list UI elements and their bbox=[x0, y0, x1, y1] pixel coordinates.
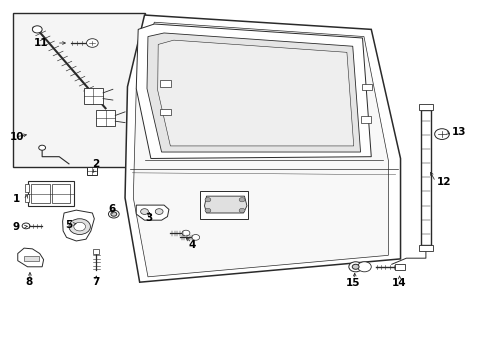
Text: 4: 4 bbox=[188, 240, 195, 250]
Circle shape bbox=[204, 198, 210, 202]
Bar bbox=[27, 181, 74, 206]
Text: 3: 3 bbox=[145, 213, 153, 222]
Text: 7: 7 bbox=[92, 277, 100, 287]
Circle shape bbox=[191, 234, 199, 240]
Bar bbox=[96, 111, 115, 126]
Circle shape bbox=[182, 230, 189, 236]
Polygon shape bbox=[147, 33, 360, 152]
Circle shape bbox=[434, 129, 448, 139]
Circle shape bbox=[111, 212, 117, 216]
Text: 8: 8 bbox=[25, 277, 33, 287]
Bar bbox=[24, 256, 39, 261]
Text: 6: 6 bbox=[108, 204, 115, 215]
Bar bbox=[394, 264, 405, 270]
Polygon shape bbox=[18, 248, 43, 267]
Circle shape bbox=[39, 145, 45, 150]
Bar bbox=[83, 88, 103, 104]
Polygon shape bbox=[136, 24, 370, 158]
Bar bbox=[25, 194, 29, 202]
Circle shape bbox=[204, 208, 210, 213]
Bar bbox=[31, 184, 50, 203]
Bar bbox=[418, 104, 432, 110]
Text: 10: 10 bbox=[9, 132, 24, 142]
Bar bbox=[160, 80, 170, 87]
Bar bbox=[87, 167, 97, 175]
Text: 14: 14 bbox=[391, 278, 406, 288]
Text: 1: 1 bbox=[13, 194, 20, 204]
Polygon shape bbox=[125, 15, 400, 282]
Circle shape bbox=[351, 264, 358, 269]
Text: 5: 5 bbox=[65, 220, 73, 230]
Circle shape bbox=[155, 209, 163, 215]
Polygon shape bbox=[204, 196, 246, 213]
Text: 2: 2 bbox=[92, 159, 99, 169]
Text: 11: 11 bbox=[34, 38, 48, 48]
Circle shape bbox=[357, 262, 370, 272]
Text: 13: 13 bbox=[451, 127, 465, 136]
Text: 15: 15 bbox=[345, 278, 359, 288]
Circle shape bbox=[141, 209, 148, 215]
Bar bbox=[25, 184, 29, 192]
Polygon shape bbox=[133, 22, 387, 277]
Polygon shape bbox=[62, 210, 94, 241]
Bar bbox=[52, 184, 70, 203]
Bar bbox=[199, 191, 248, 220]
Text: 12: 12 bbox=[436, 177, 451, 187]
Circle shape bbox=[86, 39, 98, 47]
Polygon shape bbox=[136, 205, 168, 220]
Polygon shape bbox=[158, 40, 353, 146]
Circle shape bbox=[69, 219, 90, 234]
Text: 9: 9 bbox=[12, 222, 19, 231]
Bar bbox=[93, 249, 99, 253]
Circle shape bbox=[108, 210, 119, 218]
Circle shape bbox=[239, 208, 244, 213]
Bar bbox=[13, 13, 144, 167]
Bar bbox=[160, 109, 170, 116]
Bar bbox=[360, 116, 370, 123]
Bar bbox=[418, 244, 432, 251]
Circle shape bbox=[32, 26, 42, 33]
Circle shape bbox=[22, 223, 30, 229]
Circle shape bbox=[74, 222, 85, 231]
Circle shape bbox=[239, 198, 244, 202]
Bar bbox=[361, 84, 371, 90]
Circle shape bbox=[348, 262, 362, 272]
